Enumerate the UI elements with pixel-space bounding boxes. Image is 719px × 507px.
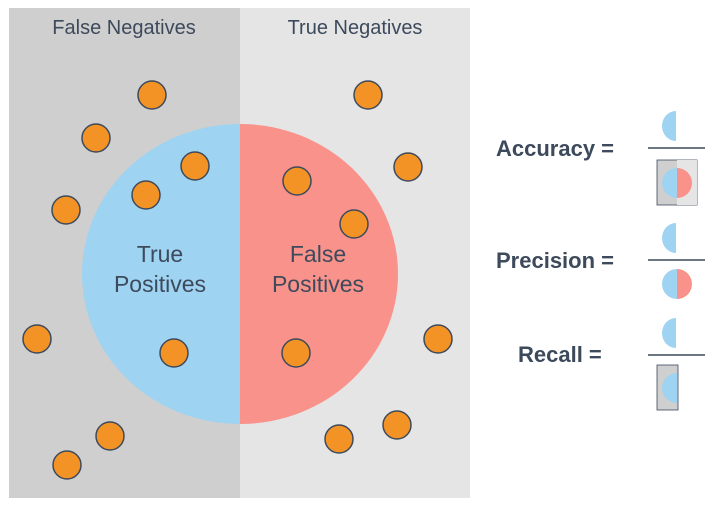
precision-denominator-fp-icon [677,269,692,299]
accuracy-fraction [648,111,705,206]
accuracy-denominator-fp-icon [677,168,692,198]
data-point [81,123,111,153]
data-point [52,450,82,480]
data-point [22,324,52,354]
true-positives-label-line2: Positives [114,271,206,297]
true-positives-half [82,124,240,424]
data-point [423,324,453,354]
data-point [281,338,311,368]
false-negatives-label: False Negatives [52,17,195,39]
data-point [51,195,81,225]
recall-label: Recall = [518,342,602,367]
false-positives-label-line2: Positives [272,271,364,297]
precision-numerator-tp-icon [662,223,676,253]
data-point [382,410,412,440]
false-positives-half [240,124,398,424]
data-point [353,80,383,110]
data-point [137,80,167,110]
data-point [131,180,161,210]
data-point [180,151,210,181]
precision-fraction [648,223,705,299]
data-points [22,80,453,480]
true-negatives-label: True Negatives [288,17,423,39]
data-point [282,166,312,196]
accuracy-label: Accuracy = [496,136,614,161]
data-point [324,424,354,454]
data-point [339,209,369,239]
true-positives-label-line1: True [137,241,183,267]
accuracy-numerator-tp-icon [662,111,676,141]
recall-numerator-tp-icon [662,318,676,348]
accuracy-denominator-tp-icon [662,168,677,198]
data-point [159,338,189,368]
data-point [95,421,125,451]
precision-label: Precision = [496,248,614,273]
recall-denominator-tp-icon [662,373,677,403]
false-positives-label-line1: False [290,241,346,267]
precision-denominator-tp-icon [662,269,677,299]
data-point [393,152,423,182]
recall-fraction [648,318,705,411]
